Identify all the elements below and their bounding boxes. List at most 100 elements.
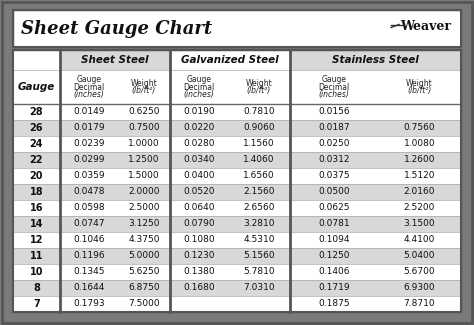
Bar — [13, 104, 60, 120]
Text: 10: 10 — [30, 267, 43, 277]
Text: 0.1230: 0.1230 — [183, 252, 215, 261]
Bar — [13, 120, 60, 136]
Bar — [60, 200, 118, 216]
Text: 22: 22 — [30, 155, 43, 165]
Text: 2.0000: 2.0000 — [128, 188, 160, 197]
Text: 0.0781: 0.0781 — [318, 219, 350, 228]
Bar — [290, 296, 378, 312]
Bar — [228, 168, 290, 184]
Text: 24: 24 — [30, 139, 43, 149]
Text: 1.0000: 1.0000 — [128, 139, 160, 149]
Bar — [228, 200, 290, 216]
Bar — [118, 280, 170, 296]
Bar — [290, 168, 378, 184]
Text: 14: 14 — [30, 219, 43, 229]
Text: Gauge: Gauge — [321, 75, 346, 84]
Text: 7.8710: 7.8710 — [404, 300, 435, 308]
Text: 20: 20 — [30, 171, 43, 181]
Bar — [378, 168, 461, 184]
Text: 4.4100: 4.4100 — [404, 236, 435, 244]
Bar — [290, 136, 378, 152]
Bar — [60, 248, 118, 264]
Text: 16: 16 — [30, 203, 43, 213]
Text: 0.0250: 0.0250 — [318, 139, 350, 149]
Bar — [118, 264, 170, 280]
Bar — [290, 50, 461, 70]
Text: 0.1046: 0.1046 — [73, 236, 105, 244]
Bar — [118, 104, 170, 120]
Bar — [290, 120, 378, 136]
Bar — [228, 136, 290, 152]
Bar — [228, 184, 290, 200]
Bar — [13, 168, 60, 184]
Bar — [13, 152, 60, 168]
Bar — [60, 50, 170, 70]
Bar — [13, 50, 461, 312]
Text: 0.1380: 0.1380 — [183, 267, 215, 277]
Text: 18: 18 — [30, 187, 43, 197]
Bar — [290, 152, 378, 168]
Bar — [118, 168, 170, 184]
Bar — [170, 280, 228, 296]
Text: 28: 28 — [30, 107, 43, 117]
Bar — [170, 184, 228, 200]
Bar — [118, 216, 170, 232]
Text: Weight: Weight — [131, 79, 157, 88]
Text: 0.0400: 0.0400 — [183, 172, 215, 180]
Bar — [60, 152, 118, 168]
Text: (inches): (inches) — [73, 90, 104, 99]
Bar — [290, 248, 378, 264]
Text: 0.0359: 0.0359 — [73, 172, 105, 180]
Text: 0.0500: 0.0500 — [318, 188, 350, 197]
Text: 0.7500: 0.7500 — [128, 124, 160, 133]
Bar — [228, 280, 290, 296]
Text: 1.5120: 1.5120 — [404, 172, 435, 180]
Bar — [60, 232, 118, 248]
Text: Stainless Steel: Stainless Steel — [332, 55, 419, 65]
Bar — [60, 168, 118, 184]
Bar — [290, 264, 378, 280]
Bar — [290, 216, 378, 232]
Text: 0.1250: 0.1250 — [318, 252, 350, 261]
Text: 5.7810: 5.7810 — [243, 267, 275, 277]
Text: 0.0239: 0.0239 — [73, 139, 105, 149]
Bar — [118, 152, 170, 168]
Text: 6.8750: 6.8750 — [128, 283, 160, 292]
Text: 2.5200: 2.5200 — [404, 203, 435, 213]
Bar — [290, 184, 378, 200]
Text: 0.0220: 0.0220 — [183, 124, 215, 133]
Text: 0.0179: 0.0179 — [73, 124, 105, 133]
Text: 0.7560: 0.7560 — [404, 124, 435, 133]
Text: 0.0790: 0.0790 — [183, 219, 215, 228]
Bar — [170, 136, 228, 152]
Text: 0.7810: 0.7810 — [243, 108, 275, 116]
Text: Gauge: Gauge — [18, 82, 55, 92]
Text: Weight: Weight — [246, 79, 273, 88]
Bar — [378, 248, 461, 264]
Text: 0.0156: 0.0156 — [318, 108, 350, 116]
Bar — [378, 280, 461, 296]
Text: (lb/ft²): (lb/ft²) — [132, 86, 156, 95]
Bar — [13, 50, 461, 312]
Bar — [290, 280, 378, 296]
Bar — [228, 296, 290, 312]
Bar — [378, 296, 461, 312]
Text: 7.0310: 7.0310 — [243, 283, 275, 292]
Text: 0.0187: 0.0187 — [318, 124, 350, 133]
Text: 26: 26 — [30, 123, 43, 133]
Bar — [118, 232, 170, 248]
Text: 5.6250: 5.6250 — [128, 267, 160, 277]
Bar — [170, 104, 228, 120]
Text: 0.0625: 0.0625 — [318, 203, 350, 213]
Text: 0.0190: 0.0190 — [183, 108, 215, 116]
Text: (inches): (inches) — [319, 90, 349, 99]
Bar — [13, 216, 60, 232]
Bar — [60, 104, 118, 120]
Bar — [378, 216, 461, 232]
Text: 5.0000: 5.0000 — [128, 252, 160, 261]
Text: 11: 11 — [30, 251, 43, 261]
Bar — [13, 280, 60, 296]
Bar — [60, 296, 118, 312]
Text: 2.6560: 2.6560 — [243, 203, 275, 213]
Text: 1.1560: 1.1560 — [243, 139, 275, 149]
